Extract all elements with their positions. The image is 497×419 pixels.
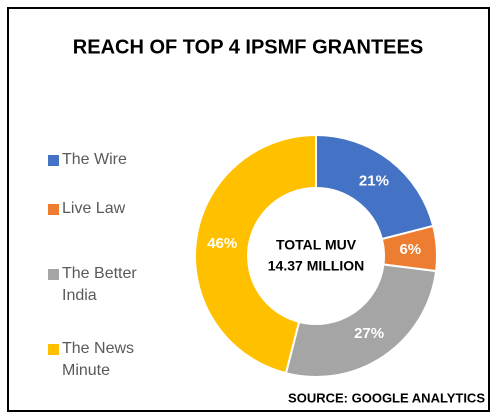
legend-item: The Wire [48, 149, 158, 171]
chart-title: REACH OF TOP 4 IPSMF GRANTEES [73, 36, 423, 58]
legend-item: The Better India [48, 263, 158, 307]
data-label: 46% [207, 235, 237, 252]
source: SOURCE: GOOGLE ANALYTICS [288, 390, 485, 405]
donut-segment [284, 263, 438, 378]
legend-item: Live Law [48, 198, 158, 220]
donut-segment [194, 133, 317, 375]
legend-label: The News Minute [62, 340, 135, 379]
legend-label: The Better India [62, 265, 137, 304]
data-label: 6% [399, 241, 421, 258]
center-text: 14.37 MILLION [268, 258, 364, 274]
legend-label: Live Law [62, 200, 126, 217]
legend-swatch [48, 155, 59, 166]
legend-swatch [48, 344, 59, 355]
legend-swatch [48, 269, 59, 280]
center-text: TOTAL MUV [276, 237, 357, 253]
data-label: 21% [359, 172, 389, 189]
legend-label: The Wire [62, 151, 127, 168]
data-label: 27% [354, 325, 384, 342]
legend-swatch [48, 204, 59, 215]
legend-item: The News Minute [48, 338, 158, 382]
